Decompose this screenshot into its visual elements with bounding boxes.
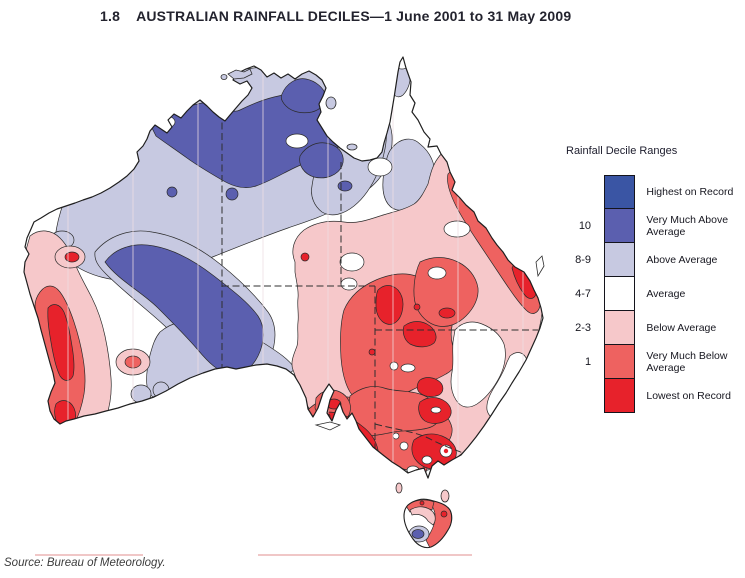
legend-decile: 10 bbox=[578, 220, 592, 232]
offshore-islands bbox=[220, 68, 545, 503]
legend-decile: 4-7 bbox=[575, 288, 592, 300]
legend-label: Above Average bbox=[646, 253, 718, 266]
title-text: AUSTRALIAN RAINFALL DECILES—1 June 2001 … bbox=[136, 8, 572, 24]
legend-row-above-average: 8-9 Above Average bbox=[552, 243, 744, 277]
legend-swatch-above-average bbox=[604, 243, 636, 277]
legend-row-average: 4-7 Average bbox=[552, 277, 744, 311]
title-number: 1.8 bbox=[100, 8, 121, 24]
legend-title: Rainfall Decile Ranges bbox=[566, 145, 678, 157]
flinders-island bbox=[440, 489, 450, 503]
bathurst-island bbox=[220, 74, 228, 80]
legend-label: Below Average bbox=[646, 321, 717, 334]
legend-row-below-average: 2-3 Below Average bbox=[552, 311, 744, 345]
melville-island bbox=[227, 68, 253, 80]
legend-swatch-average bbox=[604, 277, 636, 311]
legend-decile bbox=[552, 379, 604, 413]
legend-label: Lowest on Record bbox=[646, 389, 731, 402]
legend-label: Very Much Above Average bbox=[646, 213, 729, 239]
legend-row-lowest-on-record: Lowest on Record bbox=[552, 379, 744, 413]
region-lowest-record-pip bbox=[443, 448, 449, 454]
legend-row-highest-on-record: Highest on Record bbox=[552, 175, 744, 209]
legend-swatch-lowest-on-record bbox=[604, 379, 636, 413]
kangaroo-island bbox=[314, 421, 342, 431]
legend-swatch-below-average bbox=[604, 311, 636, 345]
legend-label: Very Much Below Average bbox=[646, 349, 728, 375]
source-note: Source: Bureau of Meteorology. bbox=[4, 557, 166, 569]
legend-label: Average bbox=[646, 287, 686, 300]
legend-row-very-much-below-average: 1 Very Much Below Average bbox=[552, 345, 744, 379]
separator-rule-left bbox=[35, 554, 143, 556]
tas-red-spot-north bbox=[419, 500, 425, 506]
legend-row-very-much-above-average: 10 Very Much Above Average bbox=[552, 209, 744, 243]
legend-swatch-very-much-above-average bbox=[604, 209, 636, 243]
tas-red-spot bbox=[440, 510, 448, 518]
separator-rule-right bbox=[258, 554, 472, 556]
legend-decile: 1 bbox=[584, 356, 592, 368]
legend-label: Highest on Record bbox=[646, 185, 734, 198]
tasmania bbox=[403, 498, 453, 549]
mornington-island bbox=[346, 143, 358, 151]
state-borders bbox=[221, 112, 538, 462]
legend-swatch-highest-on-record bbox=[604, 175, 636, 209]
legend-decile: 8-9 bbox=[575, 254, 592, 266]
tas-blue-core bbox=[411, 529, 425, 539]
legend-decile: 2-3 bbox=[575, 322, 592, 334]
groote-eylandt bbox=[325, 96, 337, 110]
tas-pink-band bbox=[409, 506, 436, 526]
fraser-island bbox=[535, 255, 545, 278]
legend: Rainfall Decile Ranges Highest on Record… bbox=[552, 145, 744, 413]
region-very-much-above-average bbox=[104, 78, 354, 375]
legend-swatch-very-much-below-average bbox=[604, 345, 636, 379]
legend-decile bbox=[552, 175, 604, 209]
king-island bbox=[395, 482, 403, 494]
page-title: 1.8 AUSTRALIAN RAINFALL DECILES—1 June 20… bbox=[100, 8, 571, 24]
